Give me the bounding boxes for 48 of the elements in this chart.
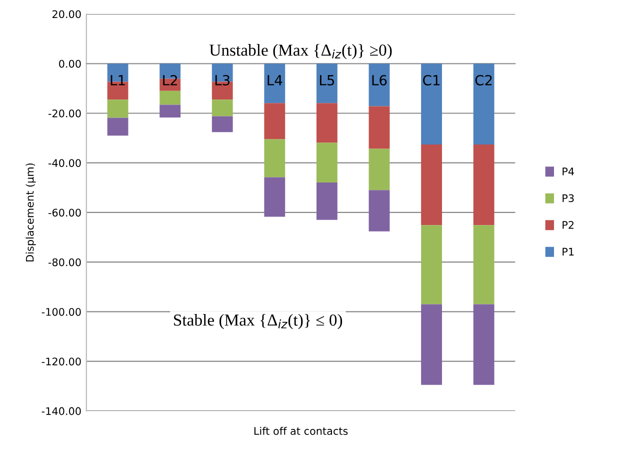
- bar: [107, 118, 128, 136]
- bar: [421, 144, 442, 226]
- bar: [473, 225, 494, 304]
- annotation: Stable (Max {Δ$_{iz}$(t)} ≤ 0): [174, 314, 342, 330]
- x-tick-label: C1: [423, 74, 440, 86]
- bar: [160, 104, 181, 118]
- y-tick-label: -20.00: [48, 109, 81, 118]
- bar: [421, 64, 442, 145]
- bar: [421, 225, 442, 304]
- y-tick-label: -100.00: [42, 308, 81, 316]
- bar: [264, 139, 286, 178]
- bar: [264, 64, 286, 104]
- y-tick-label: -60.00: [48, 208, 81, 217]
- x-tick-label: L5: [320, 75, 334, 86]
- bar: [316, 182, 338, 220]
- x-axis-title: Lift off at contacts: [254, 426, 348, 435]
- annotation: Unstable (Max {Δ$_{iz}$(t)} ≥0): [209, 44, 392, 60]
- bar: [473, 64, 494, 145]
- y-tick-label: 0.00: [59, 60, 81, 68]
- bar: [368, 190, 390, 232]
- y-tick-label: -140.00: [42, 407, 81, 416]
- y-tick-label: -40.00: [48, 159, 81, 167]
- bar: [316, 103, 338, 143]
- x-tick-label: L4: [268, 75, 282, 86]
- bar: [264, 177, 286, 217]
- bar: [107, 100, 128, 118]
- y-tick-label: 20.00: [52, 10, 81, 18]
- bar: [160, 90, 181, 105]
- bar: [212, 116, 233, 132]
- y-tick-label: -120.00: [42, 358, 81, 366]
- y-axis-title: Displacement (µm): [26, 163, 36, 262]
- bar: [368, 106, 390, 149]
- bar: [368, 64, 390, 106]
- bar: [421, 304, 442, 385]
- bar: [316, 64, 338, 104]
- x-tick-label: L6: [372, 74, 387, 86]
- y-tick-label: -80.00: [48, 258, 81, 266]
- legend-label: P3: [562, 194, 574, 202]
- bar: [473, 304, 494, 385]
- x-tick-label: C2: [475, 74, 492, 86]
- legend-label: P1: [562, 248, 574, 256]
- bar: [316, 142, 338, 182]
- legend-label: P2: [562, 221, 574, 229]
- bar: [212, 100, 233, 116]
- bar: [368, 148, 390, 190]
- bar: [473, 144, 494, 226]
- bar: [264, 103, 286, 140]
- legend-label: P4: [562, 168, 574, 176]
